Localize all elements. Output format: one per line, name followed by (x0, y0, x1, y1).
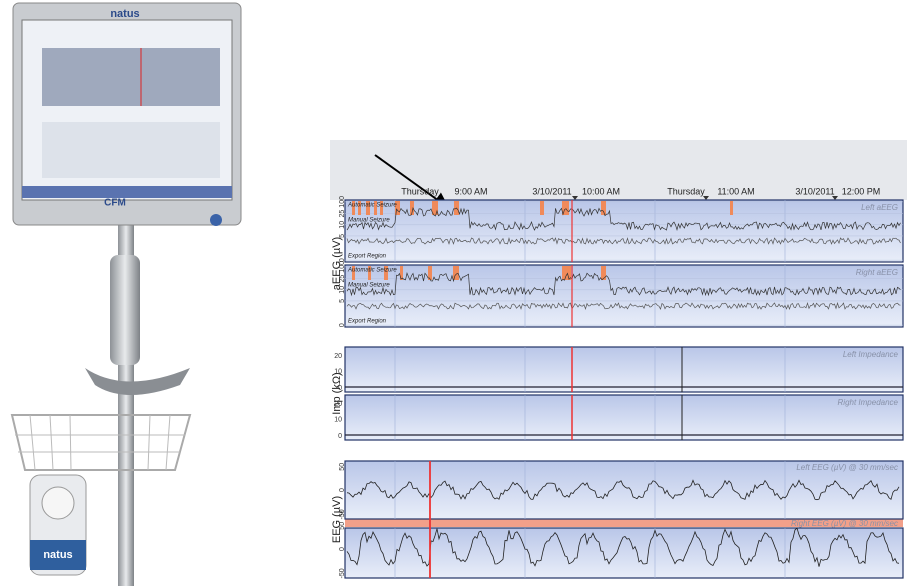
aeeg-trace (346, 206, 901, 231)
time-label: Thursday (401, 186, 439, 196)
seizure-mark (358, 201, 361, 215)
tick-label: 0 (338, 385, 342, 392)
tick-label: -50 (339, 568, 346, 578)
axis-label: EEG (µV) (331, 496, 343, 543)
time-label: 11:00 AM (717, 186, 754, 196)
time-label: 3/10/2011 (532, 186, 571, 196)
panel (344, 527, 904, 579)
tick-label: 50 (339, 522, 346, 530)
seizure-mark (601, 201, 606, 215)
aeeg-trace (346, 301, 901, 311)
aeeg-trace (346, 272, 901, 297)
seizure-mark (410, 201, 414, 215)
seizure-mark (730, 201, 733, 215)
panel-title: Right EEG (µV) @ 30 mm/sec (791, 519, 898, 528)
tick-label: 0 (339, 488, 346, 492)
panel (344, 264, 904, 328)
tick-label: 10 (339, 286, 346, 294)
panel-title: Left Impedance (843, 350, 899, 359)
time-label: 3/10/2011 (795, 186, 834, 196)
tick-label: 20 (334, 401, 342, 408)
seizure-mark (562, 201, 569, 215)
eeg-trace (346, 479, 900, 501)
highlight (345, 519, 903, 527)
tick-label: -50 (339, 509, 346, 519)
tick-label: 50 (339, 463, 346, 471)
tick-label: 5 (339, 234, 346, 238)
seizure-mark (400, 266, 403, 280)
seizure-mark (352, 266, 355, 280)
panel-title: Left EEG (µV) @ 30 mm/sec (796, 463, 898, 472)
tick-label: 20 (334, 353, 342, 360)
tick-label: 25 (339, 275, 346, 283)
panel-title: Right Impedance (838, 398, 899, 407)
seizure-mark (453, 266, 459, 280)
tick-label: 100 (339, 261, 346, 273)
monitor-logo: CFM (104, 198, 126, 209)
axis-label: Imp (kΩ) (331, 372, 343, 414)
time-marker (703, 196, 709, 200)
panel (344, 394, 904, 441)
seizure-mark (432, 201, 438, 215)
seizure-mark (380, 201, 383, 215)
device-brand: natus (43, 549, 72, 561)
row-label: Export Region (348, 319, 387, 325)
aeeg-trace (346, 237, 901, 245)
seizure-mark (352, 201, 355, 215)
seizure-mark (374, 201, 377, 215)
row-label: Manual Seizure (348, 218, 390, 224)
tick-label: 5 (339, 299, 346, 303)
tick-label: 0 (339, 547, 346, 551)
row-label: Manual Seizure (348, 283, 390, 289)
arrow (374, 154, 450, 209)
row-label: Export Region (348, 254, 387, 260)
axis-label: aEEG (µV) (331, 237, 343, 290)
eeg-trace (346, 527, 900, 567)
row-label: Automatic Seizure (347, 268, 397, 274)
timeline-bar (330, 140, 907, 200)
tick-label: 10 (334, 417, 342, 424)
panel-title: Right aEEG (856, 268, 898, 277)
tick-label: 0 (338, 433, 342, 440)
panel (344, 346, 904, 393)
seizure-mark (428, 266, 432, 280)
tick-label: 0 (339, 258, 346, 262)
seizure-mark (395, 201, 400, 215)
tick-label: 10 (339, 221, 346, 229)
time-label: Thursday (667, 186, 705, 196)
seizure-mark (384, 266, 388, 280)
monitor-brand: natus (110, 8, 139, 20)
seizure-mark (540, 201, 544, 215)
time-marker (572, 196, 578, 200)
tick-label: 100 (339, 196, 346, 208)
seizure-mark (562, 266, 571, 280)
tick-label: 0 (339, 323, 346, 327)
seizure-mark (601, 266, 606, 280)
device-photo: natus CFM natus (10, 2, 242, 586)
time-label: 12:00 PM (842, 186, 881, 196)
seizure-mark (368, 266, 371, 280)
time-label: 10:00 AM (582, 186, 620, 196)
panel (344, 199, 904, 263)
seizure-mark (366, 201, 370, 215)
panel-title: Left aEEG (861, 203, 898, 212)
time-label: 9:00 AM (454, 186, 487, 196)
tick-label: 10 (334, 369, 342, 376)
row-label: Automatic Seizure (347, 203, 397, 209)
time-marker (832, 196, 838, 200)
tick-label: 25 (339, 210, 346, 218)
